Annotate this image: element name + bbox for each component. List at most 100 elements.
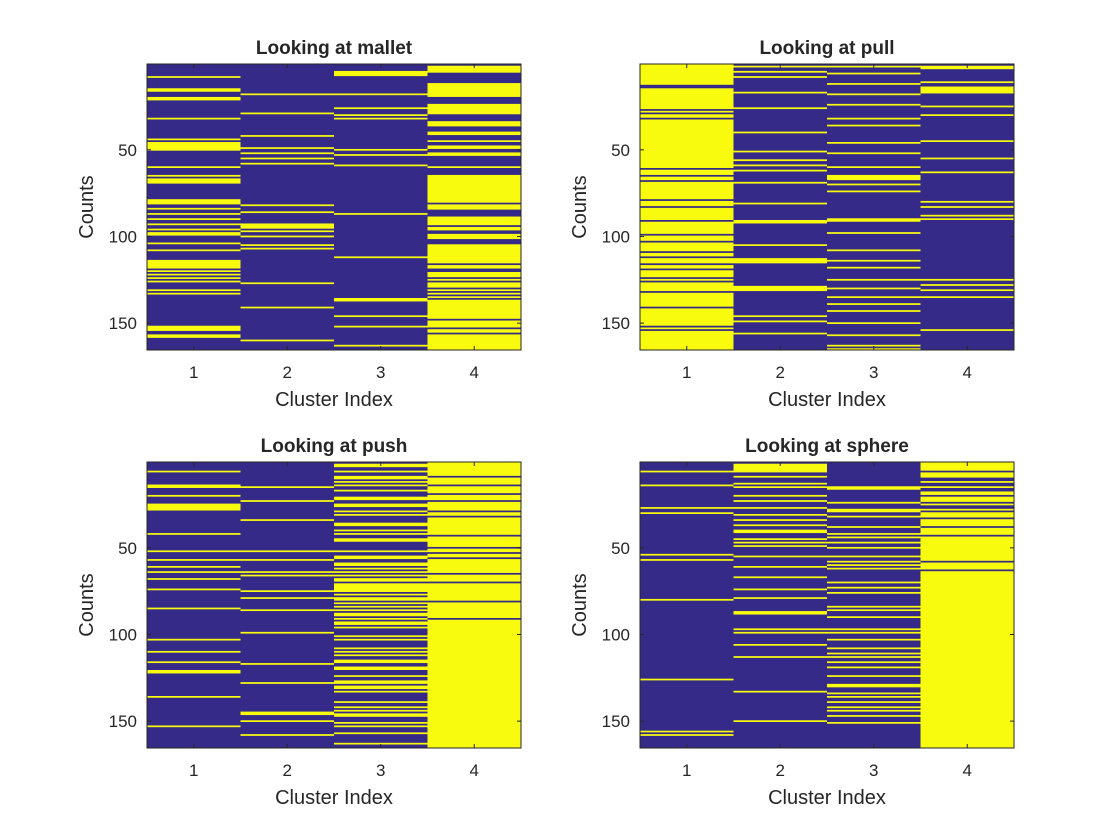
heatmap-cell-yellow	[147, 96, 241, 101]
x-tick-label: 4	[963, 363, 972, 382]
heatmap-cell-yellow	[733, 555, 827, 558]
heatmap-cell-yellow	[733, 519, 827, 521]
heatmap-cell-yellow	[920, 481, 1014, 483]
heatmap-cell-yellow	[733, 656, 827, 658]
heatmap-cell-yellow	[827, 83, 921, 85]
heatmap-cell-yellow	[427, 233, 521, 240]
heatmap-cell-yellow	[733, 258, 827, 264]
heatmap-cell-yellow	[147, 334, 241, 338]
heatmap-cell-yellow	[827, 526, 921, 528]
heatmap-cell-yellow	[733, 91, 827, 94]
heatmap-cell-yellow	[920, 508, 1014, 511]
heatmap-cell-yellow	[334, 659, 428, 664]
heatmap-cell-yellow	[334, 650, 428, 653]
heatmap-cell-yellow	[334, 93, 428, 96]
heatmap-cell-yellow	[240, 711, 334, 716]
heatmap-cell-yellow	[640, 207, 734, 220]
heatmap-cell-yellow	[920, 140, 1014, 142]
heatmap-cell-yellow	[334, 571, 428, 573]
heatmap-cell-yellow	[733, 524, 827, 527]
heatmap-cell-yellow	[147, 76, 241, 78]
heatmap-cell-yellow	[427, 216, 521, 226]
heatmap-cell-yellow	[147, 273, 241, 276]
heatmap-cell-yellow	[334, 344, 428, 347]
heatmap-cell-yellow	[733, 150, 827, 153]
heatmap-cell-yellow	[147, 325, 241, 331]
chart-title: Looking at mallet	[256, 38, 413, 59]
heatmap-cell-yellow	[733, 76, 827, 78]
heatmap-cell-yellow	[827, 232, 921, 234]
heatmap-cell-yellow	[147, 559, 241, 561]
heatmap-cell-yellow	[427, 282, 521, 288]
heatmap-cell-yellow	[640, 235, 734, 241]
x-axis-ticks: 1 2 3 4	[189, 462, 479, 780]
heatmap-cell-yellow	[427, 602, 521, 618]
heatmap-cell-yellow	[827, 142, 921, 144]
heatmap-cell-yellow	[334, 602, 428, 605]
heatmap-cell-yellow	[920, 527, 1014, 535]
heatmap-cell-yellow	[733, 107, 827, 110]
heatmap-cell-yellow	[334, 725, 428, 728]
heatmap-cell-yellow	[334, 593, 428, 596]
heatmap-cell-yellow	[733, 285, 827, 292]
heatmap-cell-yellow	[334, 709, 428, 712]
heatmap-cell-yellow	[827, 72, 921, 75]
heatmap-cell-yellow	[334, 325, 428, 328]
heatmap-cell-yellow	[827, 190, 921, 193]
heatmap-cell-yellow	[733, 500, 827, 502]
axes-box	[639, 461, 1015, 749]
heatmap-cell-yellow	[240, 135, 334, 137]
heatmap-cell-yellow	[427, 494, 521, 501]
heatmap-cell-yellow	[147, 607, 241, 610]
heatmap-cell-yellow	[920, 289, 1014, 292]
heatmap-cell-yellow	[334, 481, 428, 483]
heatmap-cell-yellow	[334, 567, 428, 570]
heatmap-cell-yellow	[827, 218, 921, 222]
heatmap-cell-yellow	[427, 553, 521, 558]
x-tick-label: 4	[963, 761, 972, 780]
heatmap-cell-yellow	[334, 680, 428, 684]
heatmap-cell-yellow	[427, 512, 521, 516]
heatmap-cell-yellow	[334, 529, 428, 532]
heatmap-cell-yellow	[427, 517, 521, 535]
heatmap-cell-yellow	[640, 176, 734, 181]
x-tick-label: 3	[376, 761, 385, 780]
heatmap-cell-yellow	[920, 86, 1014, 94]
heatmap-cell-yellow	[827, 287, 921, 290]
x-tick-label: 3	[376, 363, 385, 382]
axes-box	[146, 63, 522, 351]
heatmap-cell-yellow	[334, 609, 428, 612]
heatmap-cell-yellow	[920, 171, 1014, 174]
heatmap-cell-yellow	[827, 303, 921, 305]
heatmap-cell-yellow	[147, 566, 241, 568]
heatmap-cell-yellow	[827, 605, 921, 608]
y-tick-label: 150	[602, 314, 630, 333]
heatmap-cell-yellow	[334, 514, 428, 516]
heatmap-cell-yellow	[147, 199, 241, 205]
y-axis-ticks: 50 100 150	[602, 539, 1014, 731]
heatmap-cell-yellow	[147, 142, 241, 151]
heatmap-column	[827, 462, 921, 748]
heatmap-cell-yellow	[240, 500, 334, 502]
heatmap-cell-yellow	[427, 329, 521, 333]
heatmap-cell-yellow	[920, 157, 1014, 160]
heatmap-cell-yellow	[240, 147, 334, 149]
heatmap-column	[827, 64, 921, 350]
heatmap-cell-yellow	[827, 631, 921, 634]
heatmap-cell-yellow	[920, 503, 1014, 506]
heatmap-cell-yellow	[427, 204, 521, 210]
heatmap-cell-yellow	[147, 277, 241, 279]
heatmap-cell-yellow	[334, 148, 428, 151]
x-axis-ticks: 1 2 3 4	[189, 64, 479, 382]
heatmap-cell-yellow	[240, 112, 334, 115]
heatmap-cell-yellow	[240, 244, 334, 246]
heatmap-cell-yellow	[827, 152, 921, 155]
heatmap-cells	[640, 64, 1014, 350]
heatmap-cell-yellow	[240, 235, 334, 238]
heatmap-cell-yellow	[920, 296, 1014, 298]
heatmap-cell-yellow	[733, 628, 827, 631]
heatmap-column	[733, 462, 827, 748]
heatmap-cell-yellow	[334, 722, 428, 724]
heatmap-cell-yellow	[147, 223, 241, 226]
